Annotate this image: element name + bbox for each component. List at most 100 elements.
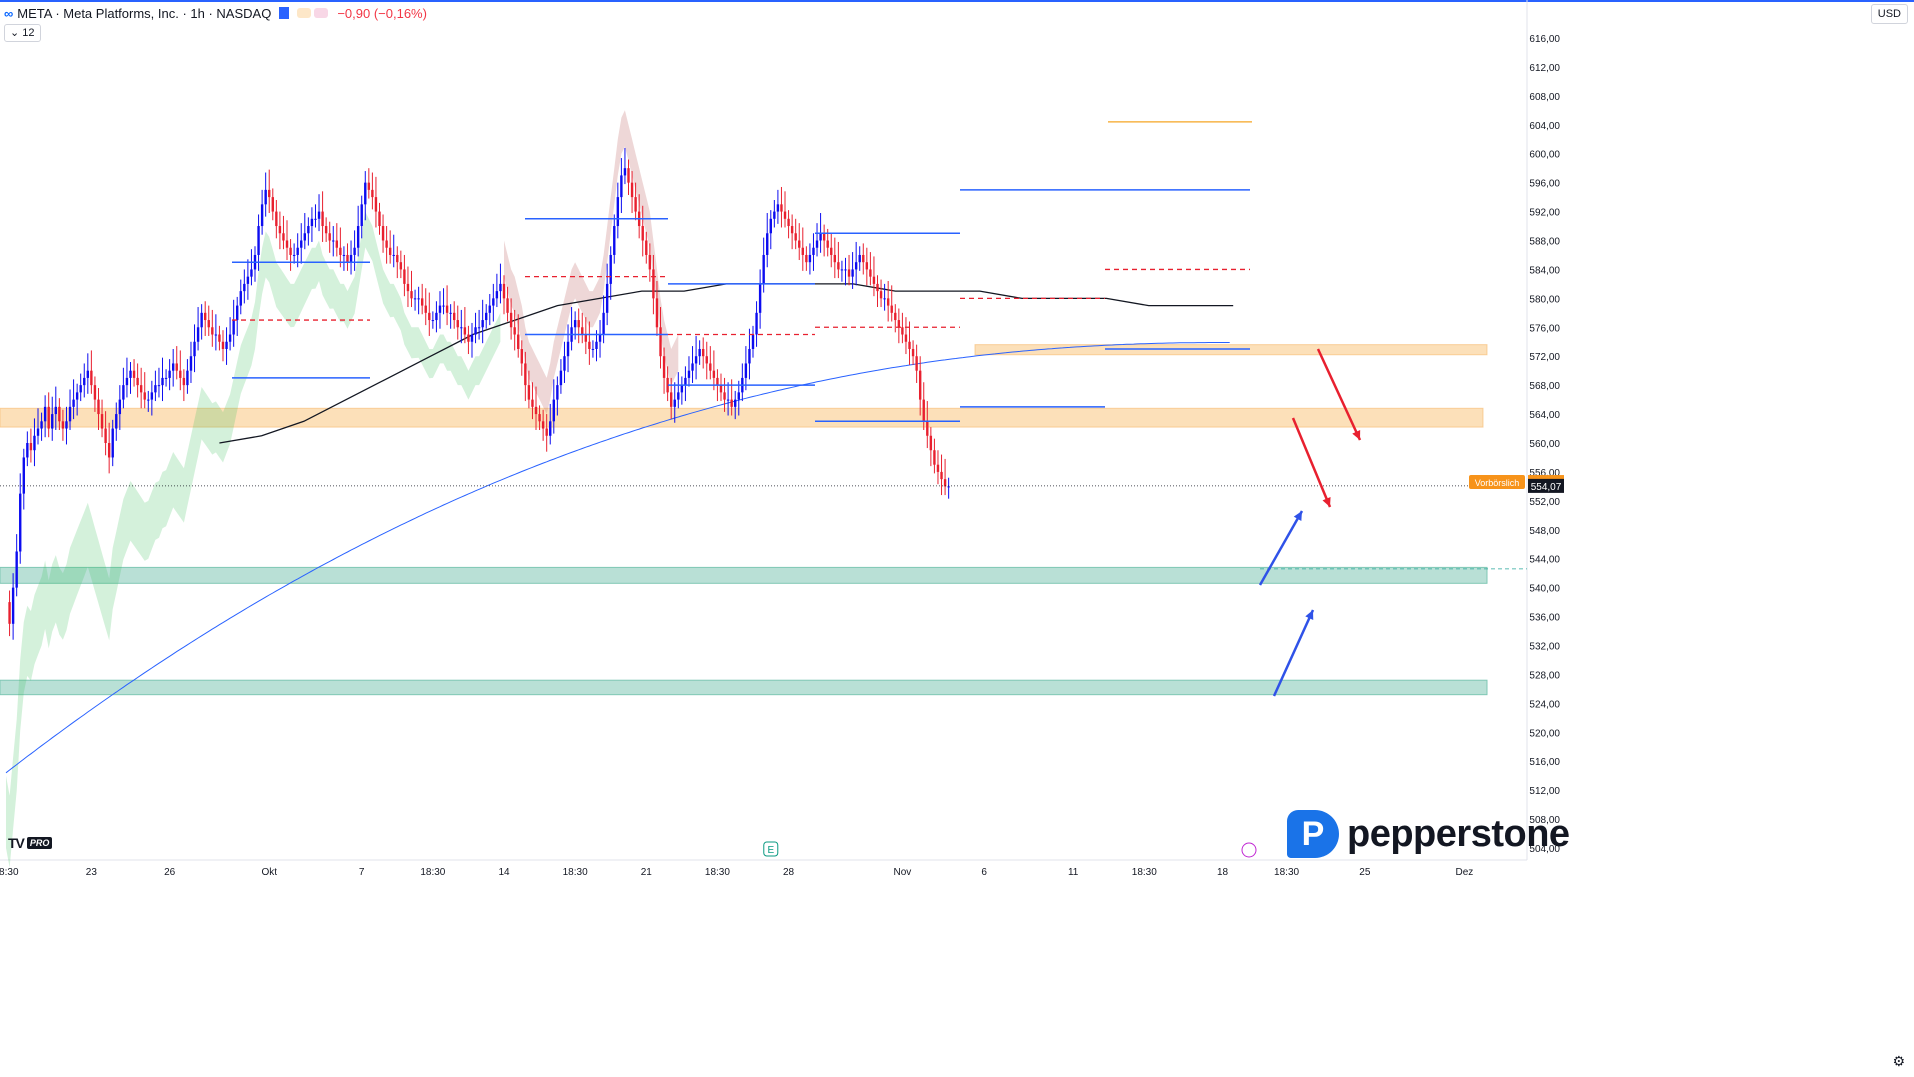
candle-body [776, 204, 780, 212]
candle [381, 214, 385, 253]
candle-body [485, 312, 488, 321]
candle-body [904, 334, 908, 342]
candle-body [204, 312, 207, 321]
price-tick-label: 600,00 [1529, 150, 1560, 161]
candle [879, 279, 883, 308]
candle-body [324, 226, 328, 234]
settings-gear-icon[interactable]: ⚙ [1892, 1053, 1905, 1069]
candle-body [623, 168, 627, 176]
candle-body [417, 298, 420, 300]
candle-body [915, 356, 918, 371]
candle [371, 172, 374, 210]
candle [75, 383, 79, 416]
candle [751, 325, 755, 358]
candle [225, 327, 228, 365]
candle-body [652, 269, 655, 299]
candle [598, 320, 602, 358]
candle [869, 252, 872, 286]
candle [570, 307, 573, 351]
candle-body [200, 312, 203, 328]
candle [648, 243, 652, 282]
price-tick-label: 616,00 [1529, 34, 1560, 45]
currency-button[interactable]: USD [1870, 4, 1908, 24]
candle [22, 448, 25, 510]
candle-body [940, 471, 943, 480]
candle [93, 376, 97, 412]
candle [534, 386, 538, 430]
candle [588, 321, 591, 365]
pepperstone-logo: P pepperstone [1287, 810, 1570, 858]
candle-body [659, 327, 662, 357]
candle-body [854, 262, 858, 270]
candle [428, 292, 431, 336]
candle [51, 396, 54, 441]
price-tick-label: 608,00 [1529, 92, 1560, 103]
candle-body [712, 370, 716, 378]
symbol-title[interactable]: META · Meta Platforms, Inc. · 1h · NASDA… [17, 5, 272, 21]
candle [453, 301, 456, 329]
candle [335, 223, 339, 257]
candle-body [673, 399, 676, 407]
tradingview-logo[interactable]: TV PRO [8, 835, 53, 851]
candle-body [787, 218, 790, 227]
price-tick-label: 520,00 [1529, 728, 1560, 739]
moving-average-200 [5, 342, 1230, 774]
candle-body [933, 450, 936, 465]
candle-body [335, 240, 339, 248]
time-tick-label: 11 [1068, 867, 1079, 878]
candle-body [719, 385, 723, 393]
candle-body [403, 269, 406, 284]
candle-body [175, 363, 178, 371]
candle [47, 392, 50, 438]
candle-body [609, 254, 612, 284]
candle [552, 379, 555, 434]
candle [360, 195, 363, 239]
candle-body [122, 385, 125, 400]
candle-body [328, 233, 331, 241]
candle [933, 438, 936, 474]
candle [549, 403, 552, 445]
candle [349, 240, 353, 275]
candle-body [826, 240, 829, 248]
candle-body [616, 197, 620, 227]
candle [132, 359, 136, 387]
collapse-indicators-button[interactable]: ⌄ 12 [4, 24, 41, 42]
price-tick-label: 524,00 [1529, 699, 1560, 710]
candle-body [591, 348, 595, 350]
candle [268, 169, 271, 214]
flag-icon[interactable] [279, 7, 290, 19]
candle-body [488, 305, 491, 313]
candle-body [132, 370, 136, 378]
candle [858, 246, 861, 271]
candle-body [865, 262, 869, 270]
candle [314, 204, 317, 228]
candle [545, 414, 548, 452]
candle [766, 213, 769, 268]
candle-body [282, 233, 285, 241]
candle [890, 285, 893, 322]
arrow-blue-up [1272, 609, 1315, 697]
candle-body [449, 312, 452, 314]
time-tick-label: 26 [164, 867, 176, 878]
candle-body [694, 356, 698, 364]
price-tick-label: 580,00 [1529, 294, 1560, 305]
candle-body [257, 226, 260, 255]
candle [328, 221, 331, 253]
candle-body [317, 211, 321, 219]
time-tick-label: 7 [359, 867, 365, 878]
trend-ribbon-red [504, 110, 679, 415]
candle-body [83, 377, 86, 386]
price-tick-label: 528,00 [1529, 670, 1560, 681]
candle-body [477, 327, 481, 329]
candle [374, 176, 378, 228]
candle-body [438, 305, 442, 313]
candle-body [837, 262, 840, 270]
candle-body [737, 392, 740, 400]
arrow-red-down-head [1352, 430, 1361, 440]
candle-body [182, 377, 186, 386]
candle [581, 312, 584, 344]
candle [794, 218, 797, 250]
candle [783, 191, 787, 228]
candle-body [271, 197, 274, 212]
